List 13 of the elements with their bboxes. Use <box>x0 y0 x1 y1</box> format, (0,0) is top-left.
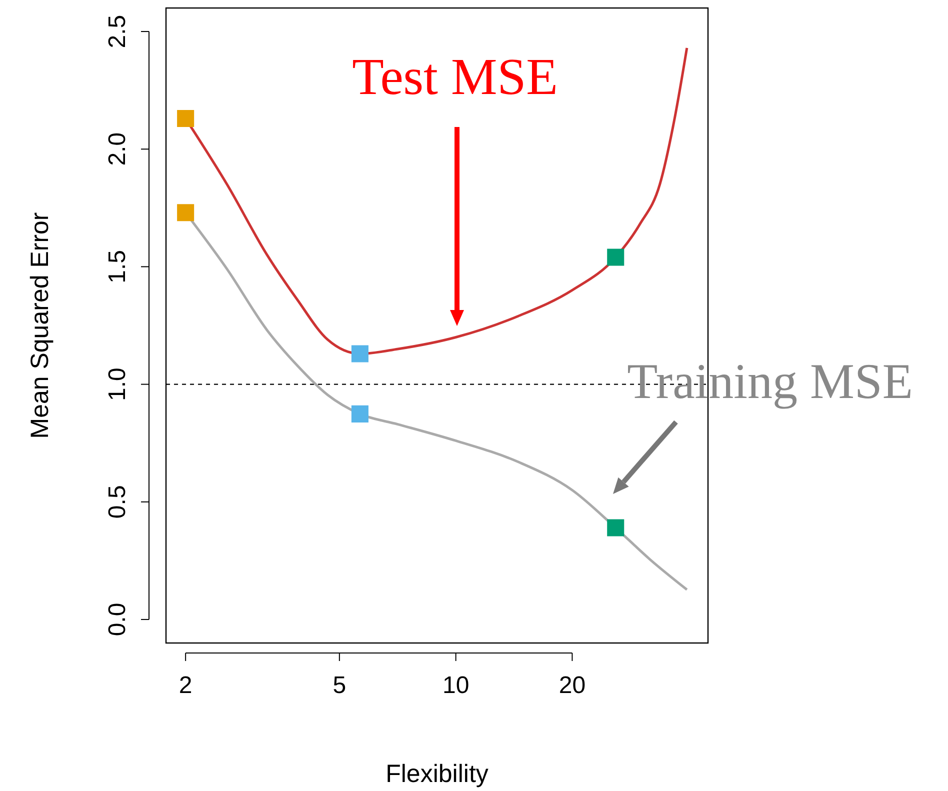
y-tick-label: 2.0 <box>104 132 131 166</box>
x-tick-label: 10 <box>442 672 470 699</box>
annotation: Test MSE <box>352 49 558 106</box>
x-tick-label: 5 <box>332 672 346 699</box>
y-tick-label: 0.0 <box>104 602 131 636</box>
y-tick-label: 1.5 <box>104 250 131 284</box>
y-tick-label: 1.0 <box>104 368 131 401</box>
y-axis-title: Mean Squared Error <box>26 212 54 439</box>
x-tick-label: 20 <box>558 672 586 699</box>
x-tick-label: 2 <box>178 672 192 699</box>
y-tick-label: 0.5 <box>104 485 131 519</box>
y-tick-label: 2.5 <box>104 14 131 48</box>
x-axis-title: Flexibility <box>386 760 489 788</box>
